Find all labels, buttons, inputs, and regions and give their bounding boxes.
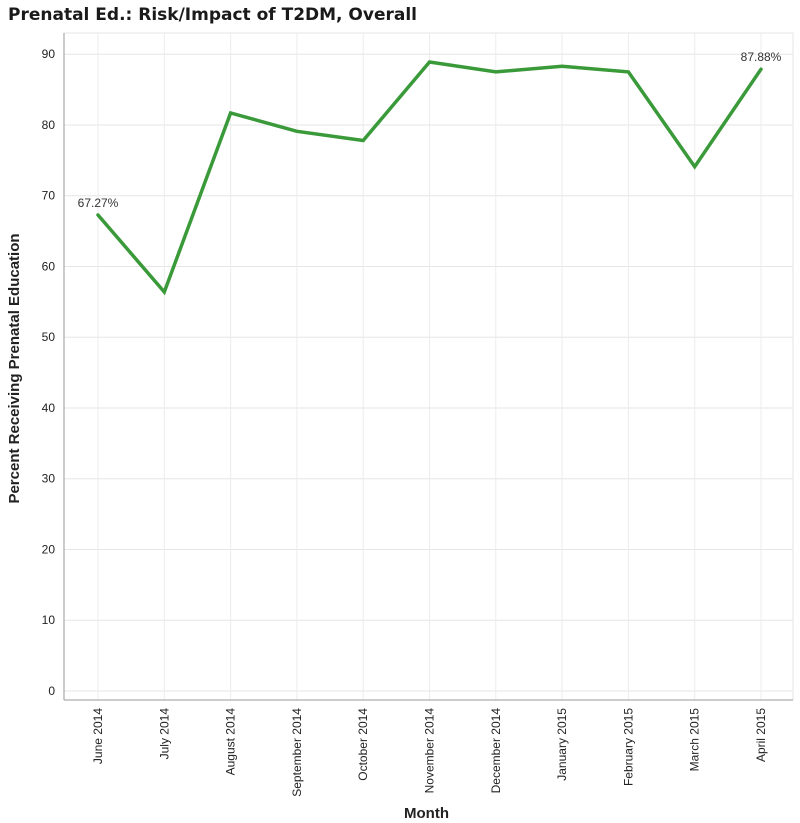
y-tick-label: 70 xyxy=(42,189,56,203)
data-label: 87.88% xyxy=(741,50,782,64)
y-axis-title: Percent Receiving Prenatal Education xyxy=(6,233,23,503)
y-tick-label: 0 xyxy=(48,684,55,698)
x-tick-label: February 2015 xyxy=(621,708,635,786)
y-tick-label: 80 xyxy=(42,118,56,132)
x-tick-label: December 2014 xyxy=(489,708,503,794)
x-tick-label: August 2014 xyxy=(224,708,238,776)
plot-frame xyxy=(63,32,794,701)
axis-layer xyxy=(63,32,794,701)
x-tick-labels: June 2014 July 2014 August 2014 September 2… xyxy=(91,708,768,797)
data-labels: 67.27% 87.88% xyxy=(78,50,782,210)
x-tick-label: September 2014 xyxy=(290,708,304,797)
y-tick-label: 90 xyxy=(42,47,56,61)
x-tick-label: January 2015 xyxy=(555,708,569,781)
grid-layer xyxy=(64,33,793,700)
x-tick-label: June 2014 xyxy=(91,708,105,764)
x-tick-label: October 2014 xyxy=(356,708,370,781)
y-tick-label: 10 xyxy=(42,613,56,627)
x-tick-label: March 2015 xyxy=(688,708,702,772)
x-tick-label: November 2014 xyxy=(423,708,437,794)
y-tick-labels: 0 10 20 30 40 50 60 70 80 90 xyxy=(42,47,56,698)
y-tick-label: 20 xyxy=(42,542,56,556)
x-tick-label: July 2014 xyxy=(157,708,171,760)
chart-title: Prenatal Ed.: Risk/Impact of T2DM, Overa… xyxy=(8,5,417,25)
data-label: 67.27% xyxy=(78,196,119,210)
series-layer xyxy=(96,60,763,296)
x-axis-title: Month xyxy=(404,805,449,822)
y-tick-label: 50 xyxy=(42,330,56,344)
x-tick-label: April 2015 xyxy=(754,708,768,762)
y-tick-label: 40 xyxy=(42,401,56,415)
y-tick-label: 60 xyxy=(42,259,56,273)
y-tick-label: 30 xyxy=(42,472,56,486)
